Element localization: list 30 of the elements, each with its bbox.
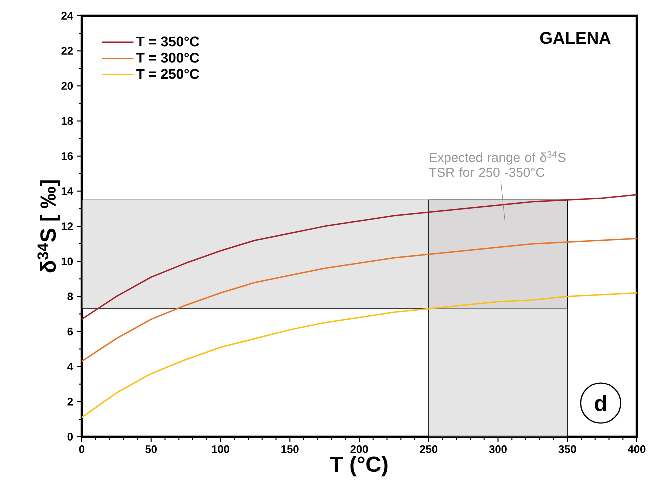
y-tick-label: 18 [62,117,74,126]
y-tick-label: 10 [62,258,74,266]
y-tick-label: 24 [62,12,74,20]
y-tick-label: 2 [68,398,74,406]
y-tick-label: 14 [62,188,74,196]
legend-label: T = 350°C [136,36,200,47]
legend-label: T = 250°C [136,69,200,80]
x-tick-label: 400 [628,446,646,454]
y-tick-label: 6 [68,328,74,336]
y-tick-label: 0 [68,433,74,441]
y-axis-title: δ$^{34}$S [ ‰] [38,180,60,273]
text: GALENA [540,32,611,44]
y-tick-label: 4 [68,363,74,371]
x-tick-label: 100 [212,446,230,454]
x-tick-label: 0 [79,446,85,454]
x-tick-label: 50 [146,446,158,454]
x-tick-label: 300 [489,446,507,454]
x-tick-label: 150 [282,446,299,454]
annotation: Expected range of δ$^{34}$S TSR for 250 -350°C [429,151,566,178]
x-tick-label: 200 [350,446,368,454]
y-tick-label: 12 [62,222,74,230]
y-tick-label: 20 [62,82,74,90]
y-tick-label: 16 [62,152,74,160]
y-tick-label: 8 [68,292,74,301]
x-axis-title: T (°C) [330,456,388,477]
x-tick-label: 350 [558,446,576,454]
legend-label: T = 300°C [136,53,200,63]
y-tick-label: 22 [62,47,74,55]
x-tick-label: 250 [420,446,438,454]
annotation: d [595,395,606,412]
